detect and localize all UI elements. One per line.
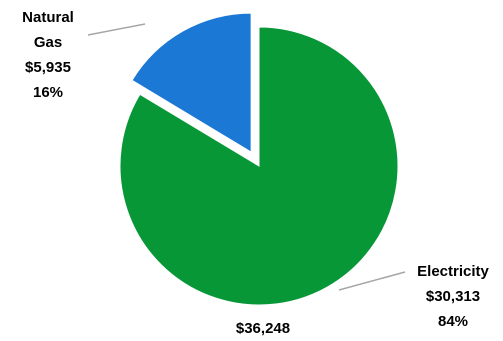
natural-gas-percent-label: 16%: [33, 84, 63, 101]
total-label: $36,248: [236, 320, 290, 337]
natural-gas-value-label: $5,935: [25, 59, 71, 76]
pie-slice-electricity: [119, 26, 399, 306]
electricity-label: Electricity: [417, 263, 489, 280]
electricity-leader-line: [338, 271, 406, 291]
natural-gas-label-line1: Natural: [22, 9, 74, 26]
pie-slices: [119, 12, 399, 306]
electricity-percent-label: 84%: [438, 313, 468, 330]
natural-gas-leader-line: [87, 23, 146, 36]
natural-gas-label-line2: Gas: [34, 34, 62, 51]
electricity-value-label: $30,313: [426, 288, 480, 305]
pie-slice-natural-gas: [131, 12, 252, 153]
